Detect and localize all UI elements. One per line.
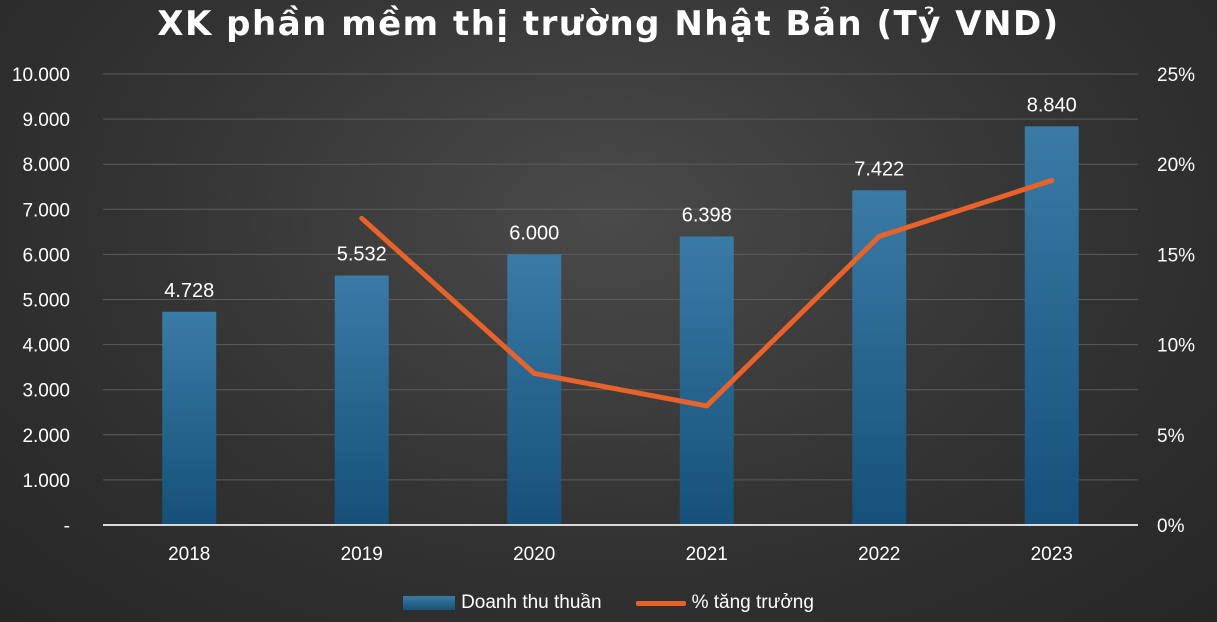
x-tick-label: 2019 [341, 544, 383, 565]
y-left-tick-label: 10.000 [12, 65, 70, 86]
bar-data-label: 5.532 [337, 244, 387, 266]
growth-line [359, 177, 1055, 409]
legend-label-revenue: Doanh thu thuần [461, 592, 602, 613]
bar [334, 275, 389, 525]
x-tick-label: 2021 [686, 544, 728, 565]
y-right-tick-label: 0% [1157, 516, 1185, 537]
x-tick-label: 2018 [168, 544, 210, 565]
x-tick-label: 2023 [1031, 544, 1073, 565]
legend-item-growth: % tăng trưởng [635, 592, 814, 614]
y-left-tick-label: 1.000 [22, 471, 70, 492]
legend: Doanh thu thuần % tăng trưởng [0, 588, 1217, 618]
bar-series [162, 126, 1079, 525]
data-labels: 4.728 5.532 6.000 6.398 7.422 8.840 [164, 94, 1077, 301]
y-left-tick-label: 2.000 [22, 426, 70, 447]
bar [679, 236, 734, 525]
y-left-tick-label: - [64, 516, 70, 537]
bar [162, 311, 217, 525]
bar [507, 254, 562, 525]
y-right-tick-label: 15% [1157, 245, 1195, 266]
y-left-tick-label: 3.000 [22, 381, 70, 402]
y-left-tick-label: 8.000 [22, 155, 70, 176]
bar-data-label: 7.422 [854, 158, 904, 180]
bar [852, 190, 907, 525]
bar-data-label: 6.398 [682, 204, 732, 226]
y-right-tick-label: 25% [1157, 65, 1195, 86]
legend-swatch-line [635, 600, 686, 606]
bar-data-label: 8.840 [1027, 94, 1077, 116]
x-tick-label: 2020 [513, 544, 555, 565]
axes: - 1.000 2.000 3.000 4.000 5.000 6.000 7.000 8.00… [12, 65, 1195, 565]
y-right-tick-label: 5% [1157, 426, 1185, 447]
x-tick-label: 2022 [858, 544, 900, 565]
bar-data-label: 4.728 [164, 280, 214, 302]
line-series [359, 177, 1055, 409]
gridlines [103, 73, 1138, 481]
legend-label-growth: % tăng trưởng [691, 592, 814, 613]
y-left-tick-label: 4.000 [22, 336, 70, 357]
bar-data-label: 6.000 [509, 222, 559, 244]
y-right-tick-label: 10% [1157, 336, 1195, 357]
y-left-tick-label: 6.000 [22, 245, 70, 266]
y-left-tick-label: 7.000 [22, 200, 70, 221]
legend-item-revenue: Doanh thu thuần [403, 592, 602, 614]
chart-title: XK phần mềm thị trường Nhật Bản (Tỷ VND) [157, 4, 1060, 44]
legend-swatch-bar [403, 596, 456, 610]
bar [1024, 126, 1079, 525]
y-right-tick-label: 20% [1157, 155, 1195, 176]
y-left-tick-label: 5.000 [22, 291, 70, 312]
y-left-tick-label: 9.000 [22, 110, 70, 131]
